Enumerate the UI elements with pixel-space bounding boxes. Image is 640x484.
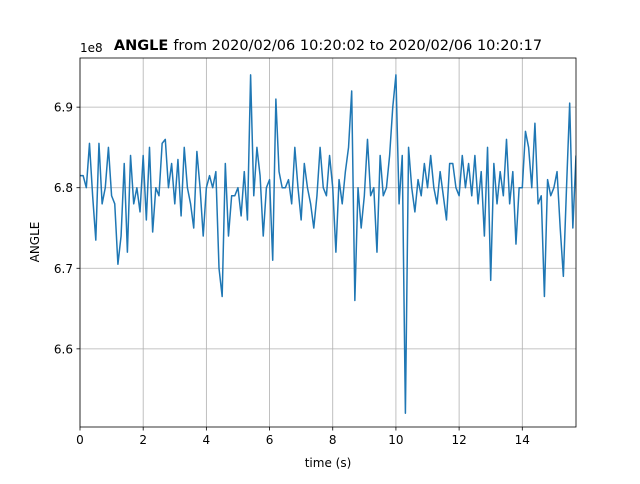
offset-label: 1e8 bbox=[80, 41, 103, 55]
x-axis-label: time (s) bbox=[305, 456, 352, 470]
plot-frame bbox=[79, 57, 577, 428]
y-tick-label: 6.9 bbox=[54, 101, 73, 115]
data-line bbox=[80, 74, 576, 415]
title-bold: ANGLE bbox=[114, 38, 168, 54]
y-axis-label: ANGLE bbox=[28, 222, 42, 263]
x-tick-label: 6 bbox=[266, 433, 274, 447]
x-tick-label: 14 bbox=[515, 433, 530, 447]
x-tick-label: 0 bbox=[76, 433, 84, 447]
x-tick-label: 8 bbox=[329, 433, 337, 447]
y-tick-label: 6.7 bbox=[54, 262, 73, 276]
chart-title: ANGLE from 2020/02/06 10:20:02 to 2020/02… bbox=[114, 38, 542, 54]
x-tick-label: 4 bbox=[203, 433, 211, 447]
title-rest: from 2020/02/06 10:20:02 to 2020/02/06 1… bbox=[173, 38, 542, 54]
y-tick-label: 6.6 bbox=[54, 342, 73, 356]
y-tick-label: 6.8 bbox=[54, 181, 73, 195]
x-tick-label: 12 bbox=[451, 433, 466, 447]
x-tick-label: 10 bbox=[388, 433, 403, 447]
x-tick-label: 2 bbox=[139, 433, 147, 447]
